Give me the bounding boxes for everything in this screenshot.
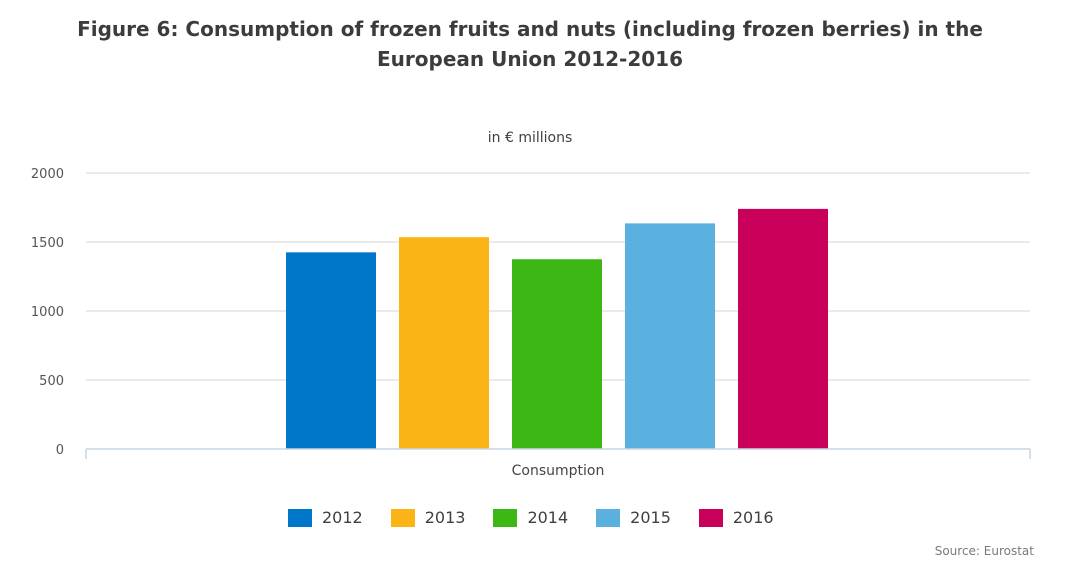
source-note: Source: Eurostat [934,544,1034,558]
legend-label: 2015 [630,508,671,527]
chart-title-line-1: Figure 6: Consumption of frozen fruits a… [77,17,983,41]
y-axis-ticks: 0 500 1000 1500 2000 [31,167,64,458]
y-tick-label: 0 [56,443,64,458]
legend-item-2013[interactable]: 2013 [390,508,466,527]
x-category-label: Consumption [512,463,605,479]
bars [286,208,828,449]
legend: 2012 2013 2014 2015 2016 [288,508,802,527]
legend-swatch [493,508,518,527]
y-tick-label: 2000 [31,167,64,182]
legend-item-2016[interactable]: 2016 [698,508,774,527]
legend-label: 2012 [322,508,363,527]
legend-item-2014[interactable]: 2014 [493,508,568,527]
chart-subtitle: in € millions [487,130,573,146]
legend-item-2012[interactable]: 2012 [288,508,363,527]
y-tick-label: 500 [39,374,64,389]
bar-2013 [399,237,489,449]
y-tick-label: 1500 [31,236,64,251]
bar-2016 [738,208,828,449]
chart-title: Figure 6: Consumption of frozen fruits a… [0,14,1060,74]
y-tick-label: 1000 [31,305,64,320]
legend-swatch [596,508,621,527]
legend-label: 2013 [424,508,466,527]
legend-label: 2014 [527,508,569,527]
legend-label: 2016 [732,508,774,527]
legend-swatch [390,508,415,527]
legend-swatch [288,508,312,527]
bar-2014 [512,259,602,449]
legend-item-2015[interactable]: 2015 [596,508,671,527]
bar-2015 [625,223,715,449]
x-axis: Consumption [85,448,1031,479]
bar-2012 [286,252,376,449]
chart-title-line-2: European Union 2012-2016 [377,47,683,71]
legend-swatch [698,508,723,527]
